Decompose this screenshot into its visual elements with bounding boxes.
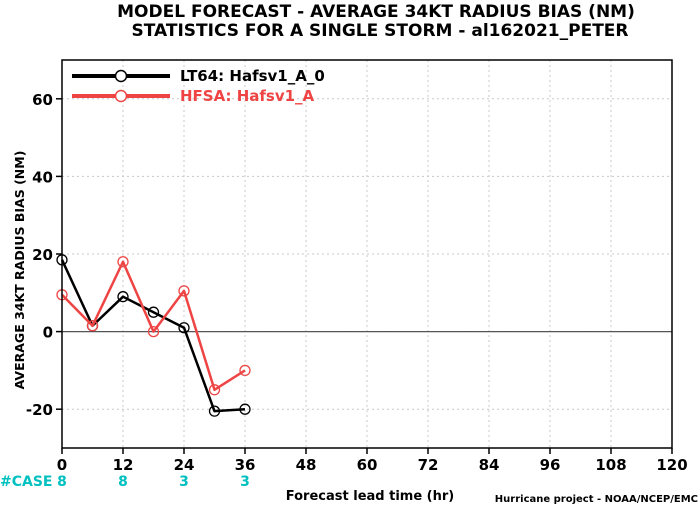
x-tick-label-72: 72 (418, 456, 439, 474)
series-1-point-1 (86, 320, 99, 332)
x-tick-label-96: 96 (540, 456, 561, 474)
case-count-36: 3 (240, 474, 250, 490)
case-count-0: 8 (57, 474, 67, 490)
y-tick-label-40: 40 (32, 168, 53, 186)
y-tick-label--20: -20 (26, 401, 53, 419)
legend-marker-1 (114, 89, 128, 103)
x-tick-label-108: 108 (595, 456, 626, 474)
case-count-12: 8 (118, 474, 128, 490)
y-axis-ticks: -20 0 20 40 60 (26, 91, 62, 419)
series-0-point-5 (208, 405, 221, 417)
series-line-1 (61, 260, 246, 392)
series-1-point-3 (147, 325, 160, 338)
x-axis-ticks: 0 12 24 36 48 60 72 84 96 108 120 (57, 448, 688, 474)
legend-label-0: LT64: Hafsv1_A_0 (180, 67, 325, 85)
y-tick-label-20: 20 (32, 246, 53, 264)
series-1-point-5 (208, 384, 221, 396)
x-tick-label-60: 60 (357, 456, 378, 474)
legend-label-1: HFSA: Hafsv1_A (180, 87, 315, 105)
legend-marker-0 (114, 69, 128, 83)
series-1-point-2 (117, 256, 129, 268)
series-1-point-6 (239, 364, 251, 377)
case-label: #CASE (0, 474, 53, 490)
chart-title-line2: STATISTICS FOR A SINGLE STORM - al162021… (132, 21, 629, 41)
x-tick-label-0: 0 (57, 456, 67, 474)
x-tick-label-12: 12 (113, 456, 134, 474)
chart-title-line1: MODEL FORECAST - AVERAGE 34KT RADIUS BIA… (117, 2, 635, 22)
series-0-point-6 (239, 403, 251, 415)
x-tick-label-36: 36 (235, 456, 256, 474)
x-tick-label-24: 24 (174, 456, 195, 474)
grid-lines (62, 60, 672, 448)
x-tick-label-48: 48 (296, 456, 317, 474)
x-tick-label-84: 84 (479, 456, 500, 474)
series-0-point-2 (117, 291, 129, 303)
y-tick-label-60: 60 (32, 91, 53, 109)
case-counts: #CASE 8 8 3 3 (0, 474, 250, 490)
series-layer (56, 254, 251, 417)
case-count-24: 3 (179, 474, 189, 490)
y-tick-label-0: 0 (43, 324, 53, 342)
y-axis-label: AVERAGE 34KT RADIUS BIAS (NM) (12, 151, 27, 390)
x-tick-label-120: 120 (656, 456, 687, 474)
x-axis-label: Forecast lead time (hr) (286, 489, 454, 504)
series-1-point-4 (178, 285, 190, 297)
series-0-point-3 (147, 306, 160, 318)
series-0-point-4 (178, 322, 190, 334)
legend: LT64: Hafsv1_A_0 HFSA: Hafsv1_A (72, 67, 325, 105)
credit-text: Hurricane project - NOAA/NCEP/EMC (495, 494, 698, 505)
